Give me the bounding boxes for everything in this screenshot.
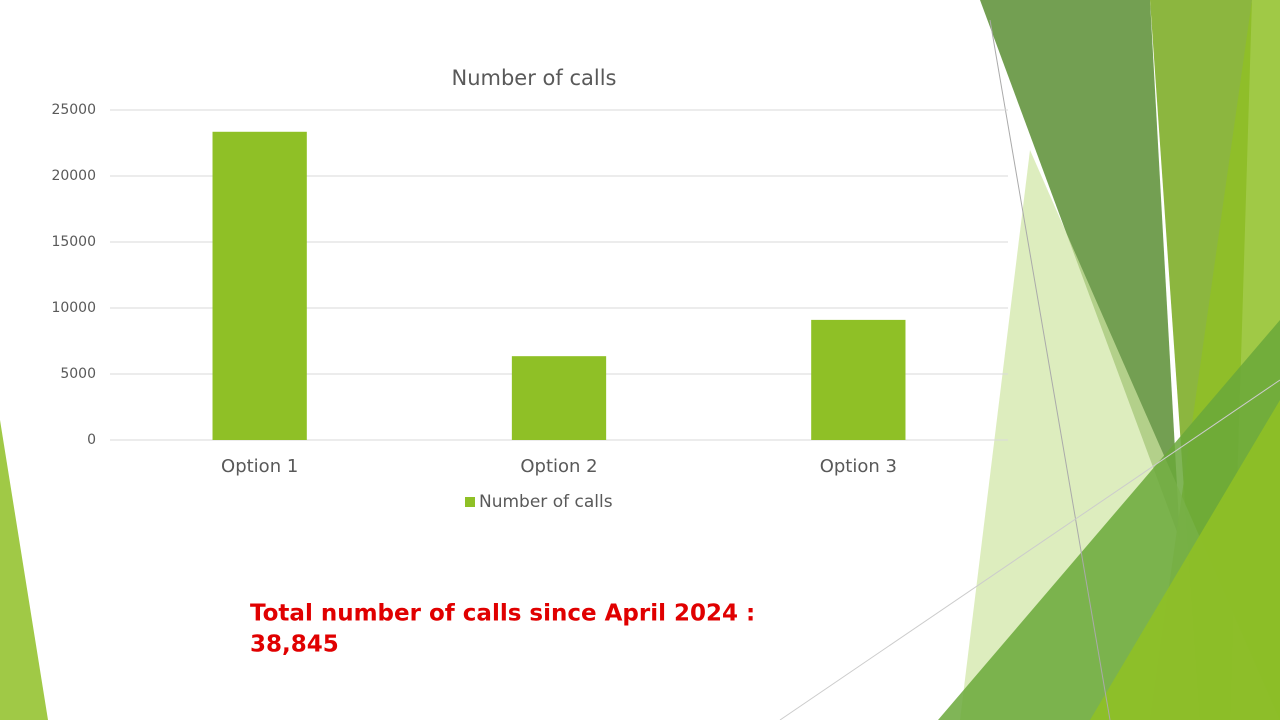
bar [212,131,307,440]
y-tick-label: 0 [87,432,96,448]
x-tick-label: Option 3 [820,456,897,477]
y-tick-label: 5000 [60,366,96,382]
y-tick-label: 25000 [51,102,96,118]
x-tick-label: Option 2 [520,456,597,477]
legend-label: Number of calls [479,492,613,512]
deco-shape [1090,400,1280,720]
y-tick-label: 10000 [51,300,96,316]
deco-line [779,379,1280,720]
legend-swatch [465,497,475,507]
deco-shape [0,420,48,720]
x-tick-label: Option 1 [221,456,298,477]
chart-title: Number of calls [452,66,617,90]
bar [811,319,906,440]
y-tick-label: 15000 [51,234,96,250]
deco-line [989,19,1111,720]
bar [511,356,607,440]
annotation: Total number of calls since April 2024 : [250,601,755,627]
y-tick-label: 20000 [51,168,96,184]
annotation: 38,845 [250,632,339,658]
